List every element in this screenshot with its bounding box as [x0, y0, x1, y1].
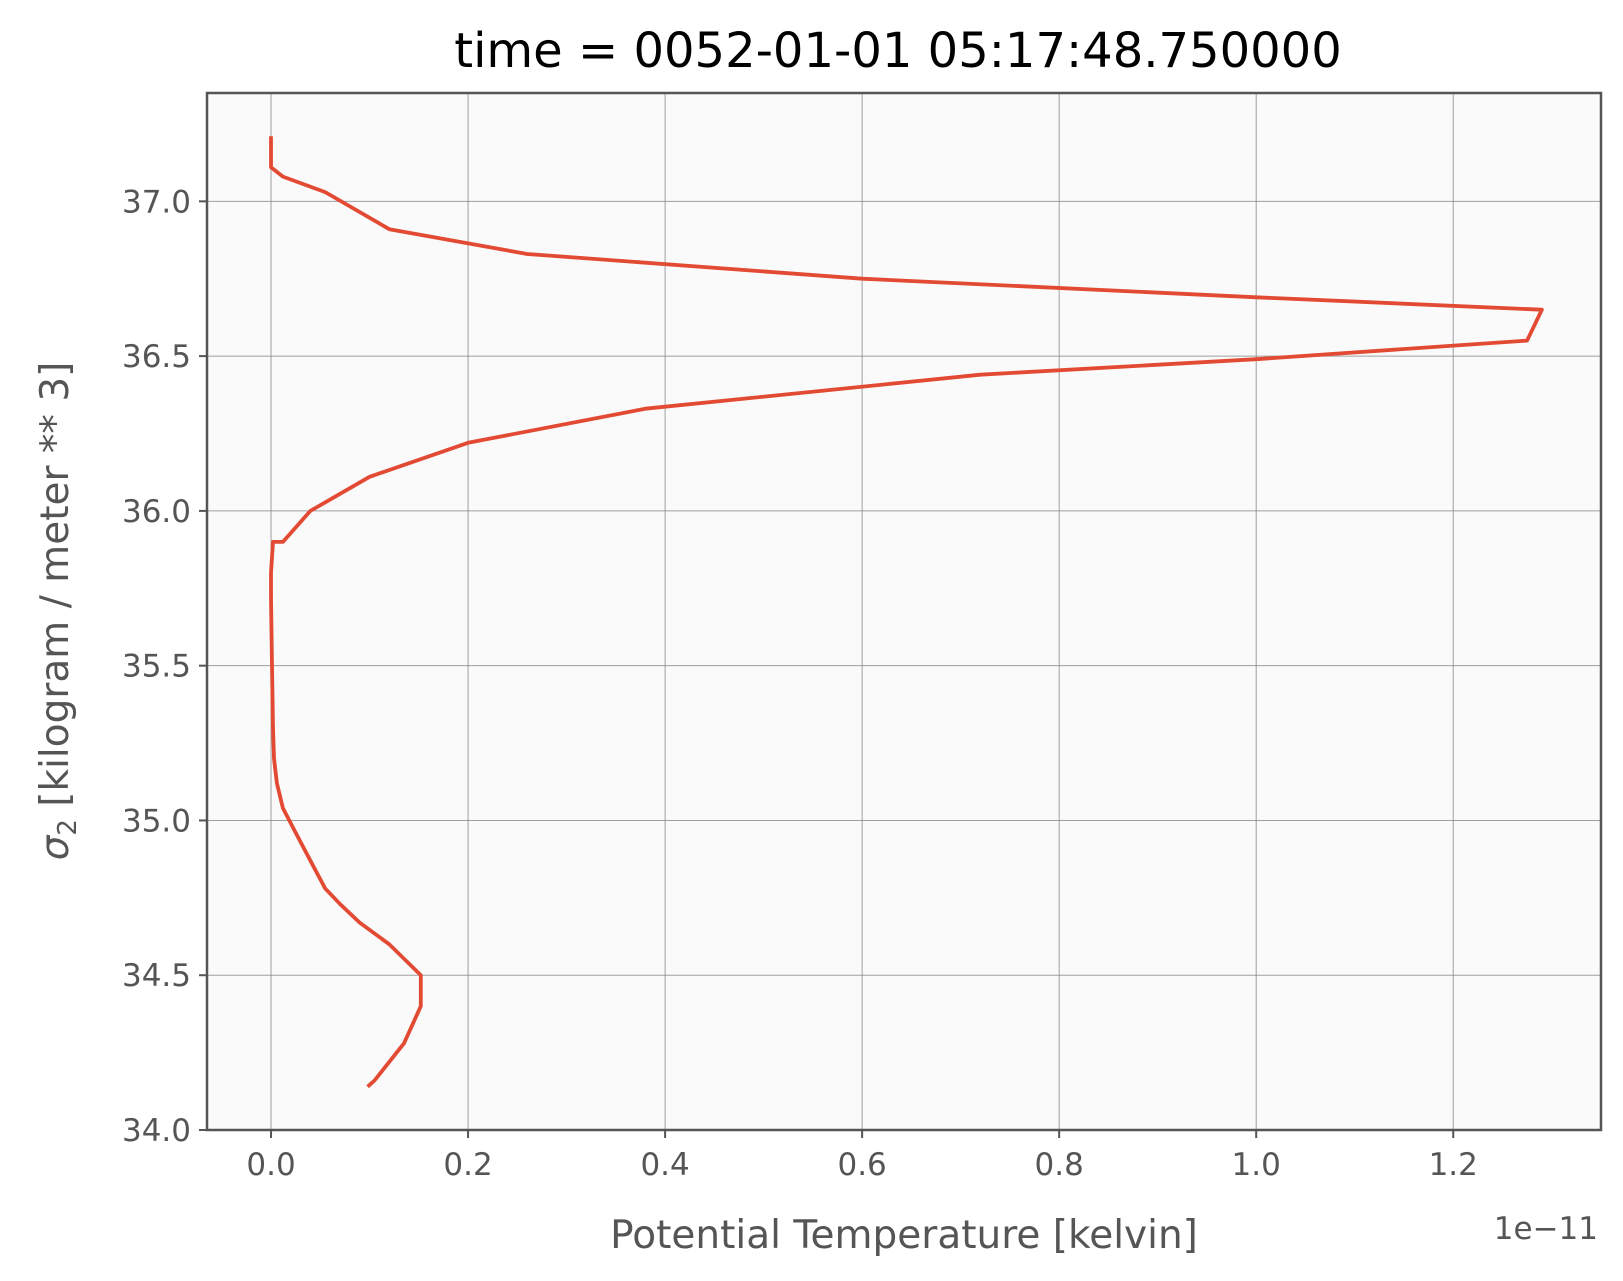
y-tick-label: 36.5	[122, 339, 191, 375]
grid	[207, 93, 1601, 1131]
x-tick-label: 0.6	[837, 1147, 886, 1183]
y-axis-label-symbol: σ	[33, 834, 78, 860]
series-line	[269, 136, 1544, 1089]
y-axis-label-units: [kilogram / meter ** 3]	[33, 362, 78, 819]
x-tick-label: 0.0	[246, 1147, 295, 1183]
y-axis-label: σ2 [kilogram / meter ** 3]	[33, 362, 83, 861]
axes-frame	[205, 91, 1603, 1132]
plot-area	[207, 93, 1601, 1130]
y-tick-label: 34.5	[122, 958, 191, 994]
data-series	[269, 136, 1544, 1089]
x-offset-label: 1e−11	[1494, 1211, 1598, 1247]
y-axis-label-subscript: 2	[53, 819, 83, 836]
y-tick-label: 34.0	[122, 1113, 191, 1149]
chart-title: time = 0052-01-01 05:17:48.750000	[454, 23, 1341, 79]
x-tick-label: 1.2	[1429, 1147, 1478, 1183]
x-tick-label: 1.0	[1232, 1147, 1281, 1183]
x-tick-label: 0.8	[1035, 1147, 1084, 1183]
y-axis: 34.0 34.5 35.0 35.5 36.0 36.5 37.0	[122, 184, 207, 1149]
y-tick-label: 36.0	[122, 494, 191, 530]
y-tick-label: 35.5	[122, 649, 191, 685]
x-tick-label: 0.2	[443, 1147, 492, 1183]
x-tick-label: 0.4	[640, 1147, 689, 1183]
x-axis-label: Potential Temperature [kelvin]	[610, 1213, 1198, 1258]
x-axis: 0.0 0.2 0.4 0.6 0.8 1.0 1.2	[246, 1130, 1478, 1183]
y-tick-label: 37.0	[122, 184, 191, 220]
y-tick-label: 35.0	[122, 803, 191, 839]
